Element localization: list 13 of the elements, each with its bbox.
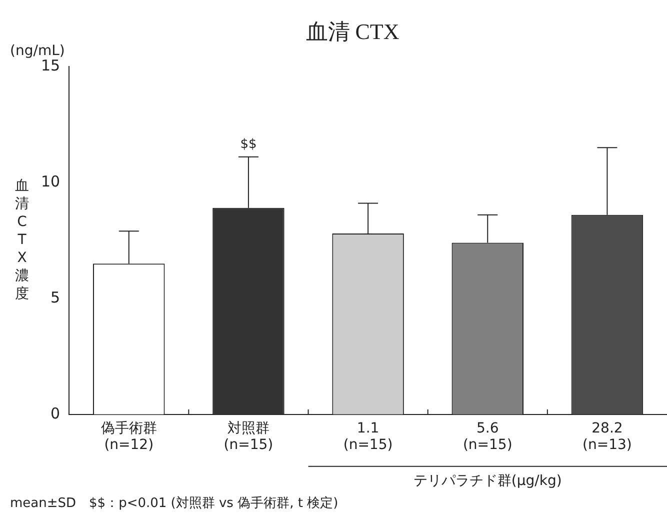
y-tick-label: 0 bbox=[50, 404, 60, 422]
y-axis-title: 血清CTX濃度 bbox=[15, 178, 29, 302]
y-tick-label: 5 bbox=[50, 288, 60, 306]
x-tick-label: 28.2 (n=13) bbox=[582, 420, 632, 454]
annotation: $$ bbox=[240, 136, 257, 152]
text: mean±SD $$：p<0.01 (対照群 vs 偽手術群, t 検定) bbox=[10, 494, 338, 511]
x-tick-label: 偽手術群 (n=12) bbox=[100, 420, 157, 454]
chart-title: 血清 CTX bbox=[306, 18, 400, 44]
y-tick-label: 10 bbox=[40, 172, 60, 190]
x-tick-label: 5.6 (n=15) bbox=[462, 420, 512, 454]
x-tick-label: 対照群 (n=15) bbox=[224, 420, 274, 454]
x-tick-label: 1.1 (n=15) bbox=[343, 420, 393, 454]
text: テリパラチド群(μg/kg) bbox=[413, 473, 562, 490]
